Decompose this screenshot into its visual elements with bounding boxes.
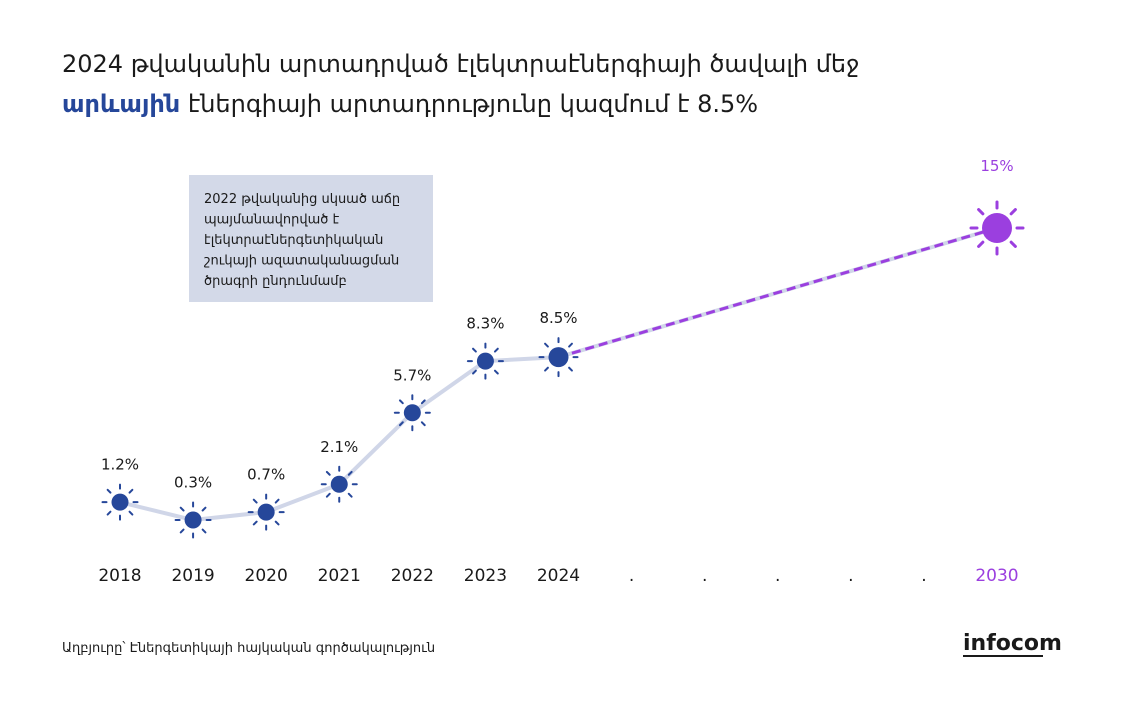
x-tick-label: .: [775, 566, 780, 586]
sun-core: [330, 475, 348, 493]
sun-ray: [977, 208, 985, 216]
annotation-line: ծրագրի ընդունմամբ: [204, 274, 347, 289]
annotation-line: շուկայի ազատականացման: [204, 254, 399, 269]
x-tick-label: 2021: [318, 566, 361, 586]
sun-core: [257, 503, 275, 521]
sun-ray: [106, 510, 112, 516]
sun-ray: [179, 528, 185, 534]
source: Աղբյուրը՝ Էներգետիկայի հայկական գործակալ…: [62, 641, 435, 656]
sun-marker: [393, 394, 431, 432]
annotation-line: պայմանավորված է: [204, 213, 340, 228]
sun-marker: [174, 501, 212, 539]
x-tick-label: 2020: [245, 566, 288, 586]
sun-ray: [252, 520, 258, 526]
sun-ray: [179, 506, 185, 512]
sun-ray: [493, 369, 499, 375]
sun-ray: [544, 342, 549, 348]
sun-ray: [274, 498, 280, 504]
data-label: 5.7%: [393, 366, 431, 384]
line: [119, 226, 998, 523]
sun-core: [184, 511, 202, 529]
projection-line: [558, 226, 998, 359]
logo: infocom: [963, 631, 1062, 656]
data-label: 2.1%: [320, 438, 358, 456]
sun-ray: [568, 342, 573, 348]
data-label: 1.2%: [101, 456, 139, 474]
x-tick-label: .: [702, 566, 707, 586]
x-tick-label: 2024: [537, 566, 580, 586]
sun-core: [548, 347, 569, 368]
sun-ray: [347, 492, 353, 498]
sun-ray: [398, 421, 404, 427]
sun-ray: [201, 506, 207, 512]
sun-ray: [347, 470, 353, 476]
sun-ray: [325, 492, 331, 498]
sun-ray: [544, 366, 549, 372]
sun-ray: [325, 470, 331, 476]
annotation: 2022 թվականից սկսած աճը պայմանավորված է էլ…: [204, 192, 400, 289]
sun-ray: [420, 399, 426, 405]
annotation-line: 2022 թվականից սկսած աճը: [204, 192, 400, 207]
sun-ray: [568, 366, 573, 372]
sun-ray: [128, 488, 134, 494]
data-label: 8.3%: [466, 315, 504, 333]
chart-title: 2024 թվականին արտադրված էլեկտրաէներգիայի…: [62, 50, 860, 78]
title-line: 2024 թվականին արտադրված էլեկտրաէներգիայի…: [62, 50, 860, 78]
sun-core: [403, 404, 421, 422]
annotation-line: էլեկտրաէներգետիկական: [204, 233, 383, 248]
sun-ray: [274, 520, 280, 526]
x-tick-label: .: [848, 566, 853, 586]
sun-core: [476, 352, 494, 370]
sun-ray: [252, 498, 258, 504]
sun-ray: [128, 510, 134, 516]
x-tick-label: 2022: [391, 566, 434, 586]
title-highlight: արևային: [62, 90, 180, 118]
sun-ray: [977, 240, 985, 248]
x-tick-label: 2019: [171, 566, 214, 586]
sun-ray: [106, 488, 112, 494]
sun-core: [111, 493, 129, 511]
x-tick-label: .: [629, 566, 634, 586]
sun-ray: [472, 347, 477, 353]
chart-title: արևային էներգիայի արտադրությունը կազմում…: [62, 90, 758, 118]
sun-core: [982, 213, 1012, 243]
x-tick-label: 2018: [98, 566, 141, 586]
sun-marker: [466, 342, 504, 380]
sun-ray: [493, 347, 499, 353]
x-tick-label: 2023: [464, 566, 507, 586]
sun-ray: [1009, 208, 1017, 216]
sun-marker: [538, 337, 579, 378]
x-tick-label: .: [921, 566, 926, 586]
sun-ray: [398, 399, 404, 405]
sun-ray: [420, 421, 426, 427]
sun-marker: [247, 493, 285, 531]
data-label: 0.3%: [174, 474, 212, 492]
x-tick-label: 2030: [975, 566, 1018, 586]
sun-marker: [320, 465, 358, 503]
sun-ray: [201, 528, 207, 534]
data-label: 15%: [980, 157, 1013, 175]
title-rest: էներգիայի արտադրությունը կազմում է 8.5%: [180, 90, 758, 118]
annotation-box: [189, 175, 433, 302]
data-label: 0.7%: [247, 466, 285, 484]
sun-ray: [472, 369, 477, 375]
sun-marker: [969, 200, 1025, 256]
data-label: 8.5%: [539, 309, 577, 327]
sun-ray: [1009, 240, 1017, 248]
sun-marker: [101, 483, 139, 521]
